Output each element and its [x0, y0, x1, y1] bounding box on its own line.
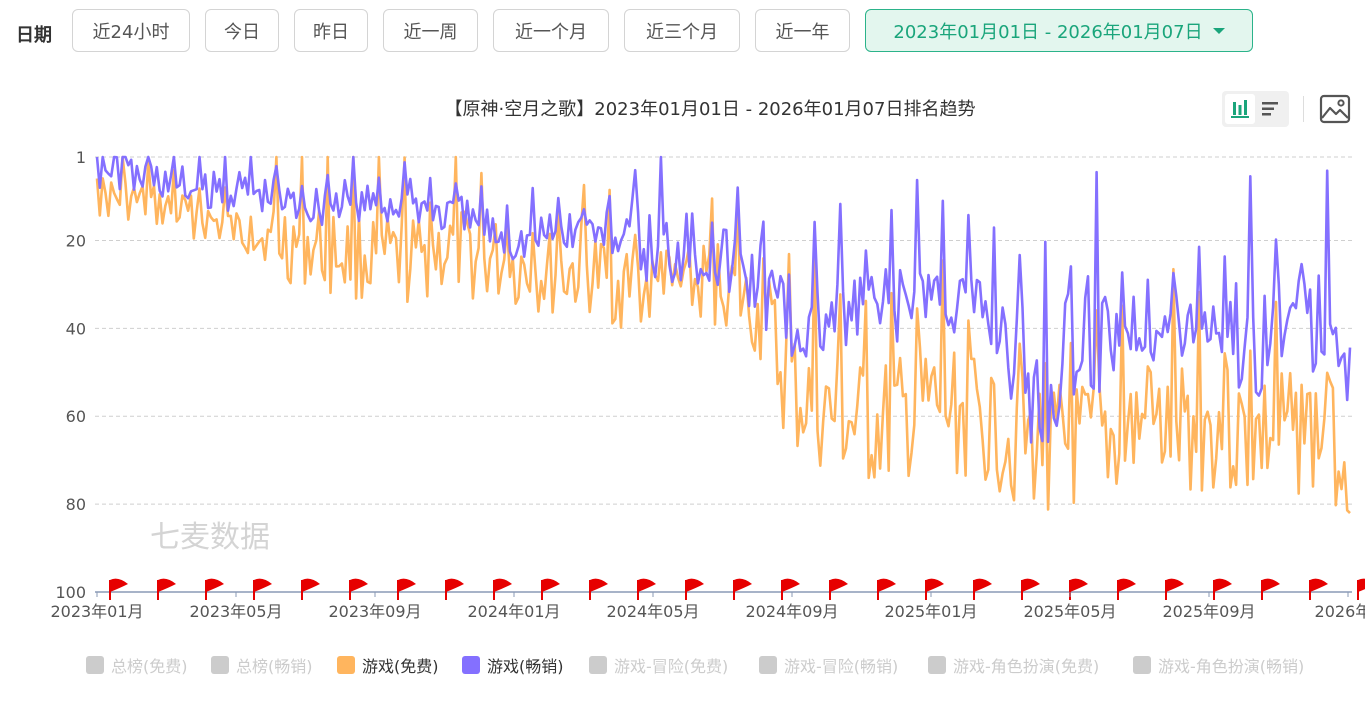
red-flag-icon[interactable]	[829, 578, 848, 600]
red-flag-icon[interactable]	[1069, 578, 1088, 600]
red-flag-icon[interactable]	[1165, 578, 1184, 600]
x-tick-label: 2023年09月	[328, 602, 421, 621]
filter-today-button[interactable]: 今日	[205, 9, 279, 52]
toolbar-divider	[1303, 96, 1304, 122]
series-line	[95, 155, 1351, 515]
filter-yesterday-button[interactable]: 昨日	[294, 9, 368, 52]
x-tick-label: 2023年05月	[189, 602, 282, 621]
watermark: 七麦数据	[150, 520, 270, 555]
red-flag-icon[interactable]	[685, 578, 704, 600]
legend-item-adventure-paid[interactable]: 游戏-冒险(畅销)	[759, 653, 898, 677]
legend-item-rpg-free[interactable]: 游戏-角色扮演(免费)	[928, 653, 1099, 677]
filter-last-year-button[interactable]: 近一年	[755, 9, 850, 52]
red-flag-icon[interactable]	[157, 578, 176, 600]
legend-swatch	[1133, 656, 1151, 674]
red-flag-icon[interactable]	[1309, 578, 1328, 600]
x-tick-label: 2026年0	[1315, 602, 1365, 621]
legend-item-rpg-paid[interactable]: 游戏-角色扮演(畅销)	[1133, 653, 1304, 677]
list-icon[interactable]	[1256, 94, 1286, 124]
legend-label: 游戏-冒险(免费)	[614, 657, 729, 676]
legend-item-adventure-free[interactable]: 游戏-冒险(免费)	[589, 653, 728, 677]
y-tick-label: 20	[66, 231, 86, 250]
red-flag-icon[interactable]	[1213, 578, 1232, 600]
x-axis: 2023年01月 2023年05月 2023年09月 2024年01月 2024年05月…	[50, 592, 1365, 621]
legend-label: 总榜(免费)	[111, 657, 188, 676]
series-game-paid	[95, 155, 1352, 444]
red-flag-icon[interactable]	[205, 578, 224, 600]
chart-legend: 总榜(免费) 总榜(畅销) 游戏(免费) 游戏(畅销) 游戏-冒险(免费) 游戏…	[0, 650, 1365, 678]
red-flag-icon[interactable]	[1117, 578, 1136, 600]
red-flag-icon[interactable]	[733, 578, 752, 600]
legend-item-game-paid[interactable]: 游戏(畅销)	[462, 653, 564, 677]
chart-title: 【原神·空月之歌】2023年01月01日 - 2026年01月07日排名趋势	[444, 99, 976, 120]
legend-label: 游戏(畅销)	[487, 657, 564, 676]
x-tick-label: 2024年05月	[606, 602, 699, 621]
legend-label: 游戏(免费)	[362, 657, 439, 676]
legend-label: 游戏-角色扮演(畅销)	[1158, 657, 1305, 676]
x-tick-label: 2025年09月	[1162, 602, 1255, 621]
legend-label: 总榜(畅销)	[236, 657, 313, 676]
caret-down-icon	[1212, 27, 1225, 34]
legend-swatch	[928, 656, 946, 674]
legend-swatch	[462, 656, 480, 674]
red-flag-icon[interactable]	[1021, 578, 1040, 600]
legend-swatch	[759, 656, 777, 674]
red-flag-icon[interactable]	[349, 578, 368, 600]
x-tick-label: 2023年01月	[50, 602, 143, 621]
red-flag-icon[interactable]	[253, 578, 272, 600]
red-flag-icon[interactable]	[397, 578, 416, 600]
red-flag-icon[interactable]	[493, 578, 512, 600]
red-flag-icon[interactable]	[973, 578, 992, 600]
event-markers	[109, 578, 1365, 600]
red-flag-icon[interactable]	[301, 578, 320, 600]
filter-last-week-button[interactable]: 近一周	[383, 9, 478, 52]
legend-swatch	[86, 656, 104, 674]
red-flag-icon[interactable]	[781, 578, 800, 600]
legend-label: 游戏-角色扮演(免费)	[953, 657, 1100, 676]
date-range-label: 2023年01月01日 - 2026年01月07日	[893, 21, 1203, 43]
red-flag-icon[interactable]	[589, 578, 608, 600]
y-tick-label: 1	[76, 148, 86, 167]
chart-view-toggle	[1222, 91, 1289, 127]
red-flag-icon[interactable]	[925, 578, 944, 600]
x-tick-label: 2024年09月	[745, 602, 838, 621]
y-tick-label: 40	[66, 319, 86, 338]
x-tick-label: 2025年01月	[884, 602, 977, 621]
date-range-picker[interactable]: 2023年01月01日 - 2026年01月07日	[865, 9, 1253, 52]
y-tick-label: 80	[66, 495, 86, 514]
legend-label: 游戏-冒险(畅销)	[784, 657, 899, 676]
series-game-free	[95, 155, 1351, 515]
red-flag-icon[interactable]	[109, 578, 128, 600]
red-flag-icon[interactable]	[1357, 578, 1365, 600]
y-axis: 1 20 40 60 80 100	[55, 148, 86, 602]
x-tick-label: 2025年05月	[1023, 602, 1116, 621]
legend-item-overall-paid[interactable]: 总榜(畅销)	[211, 653, 313, 677]
filter-last-month-button[interactable]: 近一个月	[493, 9, 609, 52]
date-label: 日期	[16, 25, 52, 46]
red-flag-icon[interactable]	[877, 578, 896, 600]
bar-chart-icon[interactable]	[1225, 94, 1255, 124]
image-icon[interactable]	[1318, 92, 1352, 126]
legend-item-overall-free[interactable]: 总榜(免费)	[86, 653, 188, 677]
legend-swatch	[211, 656, 229, 674]
filter-last-three-months-button[interactable]: 近三个月	[624, 9, 740, 52]
y-tick-label: 60	[66, 407, 86, 426]
legend-item-game-free[interactable]: 游戏(免费)	[337, 653, 439, 677]
series-line	[95, 155, 1352, 444]
red-flag-icon[interactable]	[1261, 578, 1280, 600]
red-flag-icon[interactable]	[541, 578, 560, 600]
x-tick-label: 2024年01月	[467, 602, 560, 621]
date-filter-bar: 日期 近24小时 今日 昨日 近一周 近一个月 近三个月 近一年 2023年01…	[0, 9, 1365, 54]
filter-last-24h-button[interactable]: 近24小时	[72, 9, 190, 52]
red-flag-icon[interactable]	[445, 578, 464, 600]
legend-swatch	[589, 656, 607, 674]
y-tick-label: 100	[55, 583, 86, 602]
legend-swatch	[337, 656, 355, 674]
red-flag-icon[interactable]	[637, 578, 656, 600]
